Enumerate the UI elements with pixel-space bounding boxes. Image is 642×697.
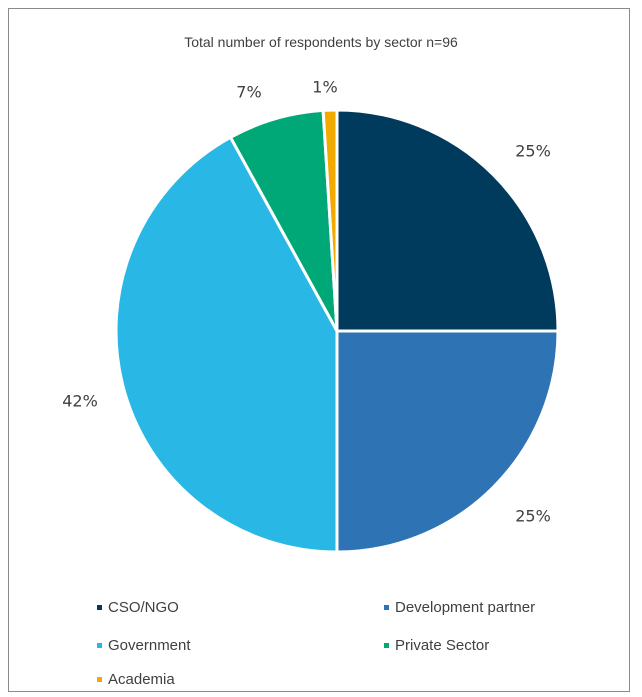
legend-swatch-academia bbox=[97, 677, 102, 682]
legend-item-academia: Academia bbox=[97, 671, 175, 688]
legend-item-development-partner: Development partner bbox=[384, 599, 535, 616]
legend-swatch-private-sector bbox=[384, 643, 389, 648]
data-label-academia: 1% bbox=[312, 78, 337, 97]
legend-label-academia: Academia bbox=[108, 671, 175, 688]
legend-item-cso-ngo: CSO/NGO bbox=[97, 599, 179, 616]
legend-label-cso-ngo: CSO/NGO bbox=[108, 599, 179, 616]
data-label-development-partner: 25% bbox=[515, 507, 551, 526]
legend-swatch-government bbox=[97, 643, 102, 648]
data-label-government: 42% bbox=[62, 392, 98, 411]
legend-label-government: Government bbox=[108, 637, 191, 654]
legend-item-government: Government bbox=[97, 637, 191, 654]
legend-label-development-partner: Development partner bbox=[395, 599, 535, 616]
legend-swatch-development-partner bbox=[384, 605, 389, 610]
legend-item-private-sector: Private Sector bbox=[384, 637, 489, 654]
data-label-private-sector: 7% bbox=[236, 83, 261, 102]
legend-label-private-sector: Private Sector bbox=[395, 637, 489, 654]
legend-swatch-cso-ngo bbox=[97, 605, 102, 610]
data-label-cso-ngo: 25% bbox=[515, 142, 551, 161]
